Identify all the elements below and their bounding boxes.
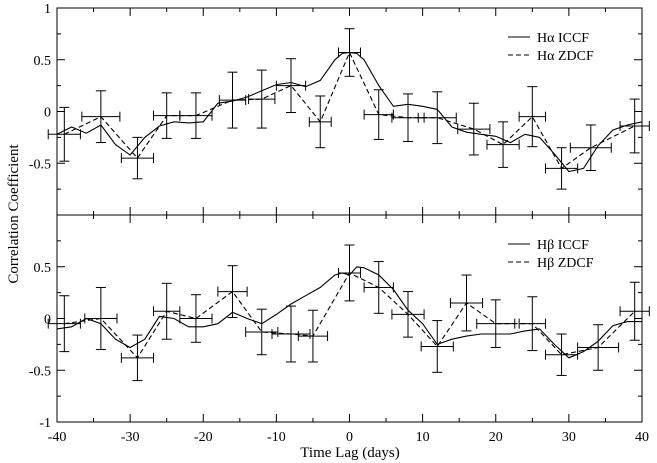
panel-halpha: 1 0.5 0 -0.5 Hα ICCF Hα ZDCF (29, 2, 650, 216)
x-tick-label: 40 (635, 430, 649, 445)
error-bar-point (47, 106, 81, 162)
error-bar-point (120, 334, 155, 382)
error-bar-point (248, 69, 276, 129)
y-tick-label: -0.5 (29, 157, 51, 172)
error-bar-point (275, 58, 307, 114)
error-bar-point (544, 147, 579, 190)
x-tick-label: 0 (346, 430, 353, 445)
legend-label: Hα ICCF (537, 31, 589, 46)
y-tick-label: 0 (44, 313, 51, 328)
x-tick-label: -40 (48, 430, 67, 445)
panel-hbeta: 0.5 0 -0.5 -1 Hβ ICCF Hβ ZDCF (29, 214, 650, 431)
x-tick-label: -20 (194, 430, 213, 445)
error-bar-point (420, 320, 454, 373)
x-tick-label: -30 (121, 430, 140, 445)
y-tick-label: 0.5 (34, 261, 52, 276)
error-bar-point (619, 281, 650, 341)
error-bar-point (577, 324, 620, 371)
series-hbeta-zdcf (47, 244, 650, 382)
error-bar-point (518, 86, 546, 148)
legend-label: Hβ ZDCF (537, 256, 594, 271)
x-tick-label: 30 (562, 430, 576, 445)
error-bar-point (486, 121, 520, 168)
x-tick-label: -10 (267, 430, 286, 445)
error-bar-point (391, 291, 425, 338)
error-bar-point (619, 98, 650, 154)
error-bar-point (417, 91, 457, 145)
error-bar-point (338, 244, 361, 302)
error-bar-point (179, 294, 213, 343)
error-bar-point (308, 95, 332, 149)
error-bar-point (457, 102, 491, 156)
error-bar-point (179, 92, 213, 139)
x-tick-label: 20 (489, 430, 503, 445)
y-axis-title: Correlation Coefficient (6, 144, 22, 284)
error-bar-point (297, 309, 329, 363)
error-bar-point (338, 28, 361, 77)
legend-label: Hα ZDCF (537, 49, 594, 64)
error-bar-point (363, 89, 394, 140)
error-bar-point (81, 90, 121, 144)
error-bar-point (218, 71, 247, 129)
y-tick-label: 1 (44, 2, 51, 17)
error-bar-point (518, 296, 546, 352)
error-bar-point (476, 299, 516, 348)
error-bar-point (120, 136, 155, 180)
legend-label: Hβ ICCF (537, 238, 589, 253)
error-bar-point (84, 286, 118, 351)
y-tick-label: -1 (39, 416, 51, 431)
legend-hbeta: Hβ ICCF Hβ ZDCF (508, 238, 594, 271)
error-bar-point (363, 261, 394, 314)
error-bar-point (449, 274, 484, 332)
error-bar-point (47, 295, 81, 353)
error-bar-point (271, 305, 311, 363)
error-bar-point (153, 92, 181, 139)
series-halpha-zdcf (47, 28, 650, 190)
error-bar-point (217, 265, 248, 318)
x-axis-title: Time Lag (days) (300, 445, 399, 461)
y-tick-label: 0.5 (34, 54, 52, 69)
error-bar-point (569, 124, 612, 171)
y-tick-label: 0 (44, 106, 51, 121)
x-tick-label: 10 (416, 430, 430, 445)
y-tick-label: -0.5 (29, 364, 51, 379)
legend-halpha: Hα ICCF Hα ZDCF (508, 31, 594, 64)
error-bar-point (153, 282, 181, 340)
